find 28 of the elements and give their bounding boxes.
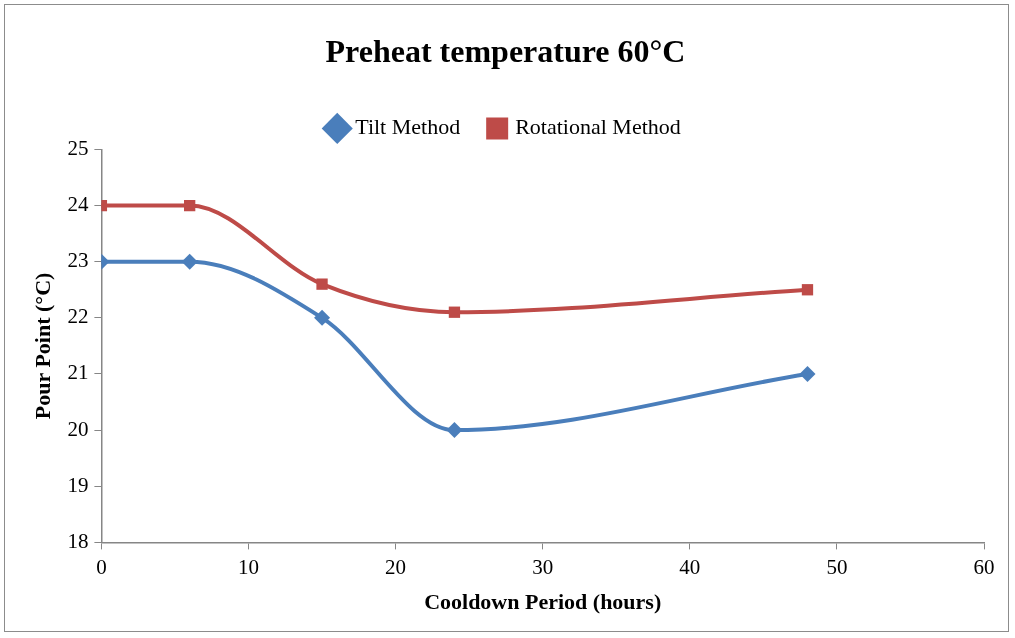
- point: [799, 365, 816, 382]
- x-tick-label: 20: [385, 554, 407, 579]
- y-tick-label: 23: [67, 248, 89, 273]
- x-tick-label: 50: [826, 554, 848, 579]
- legend-label: Tilt Method: [355, 114, 461, 140]
- point: [801, 284, 814, 296]
- legend-label: Rotational Method: [515, 114, 681, 140]
- x-tick-label: 10: [238, 554, 259, 579]
- y-tick-label: 24: [67, 192, 89, 217]
- x-tick-label: 60: [973, 554, 995, 579]
- y-tick-label: 20: [67, 416, 89, 441]
- y-tick-label: 18: [67, 528, 89, 553]
- y-tick-label: 21: [67, 360, 89, 385]
- x-tick-label: 40: [679, 554, 701, 579]
- point: [314, 309, 331, 326]
- x-tick-label: 0: [96, 554, 107, 579]
- y-tick-label: 25: [67, 135, 89, 160]
- y-tick-label: 19: [67, 472, 89, 497]
- x-tick-label: 30: [532, 554, 554, 579]
- point: [448, 306, 461, 318]
- chart-title: Preheat temperature 60°C: [325, 33, 686, 70]
- y-axis-title: Pour Point (°C): [29, 272, 55, 420]
- y-tick-label: 22: [67, 304, 89, 329]
- x-axis-title: Cooldown Period (hours): [424, 589, 662, 615]
- point: [184, 199, 196, 212]
- point: [316, 278, 328, 290]
- point: [446, 422, 463, 439]
- point: [181, 253, 198, 270]
